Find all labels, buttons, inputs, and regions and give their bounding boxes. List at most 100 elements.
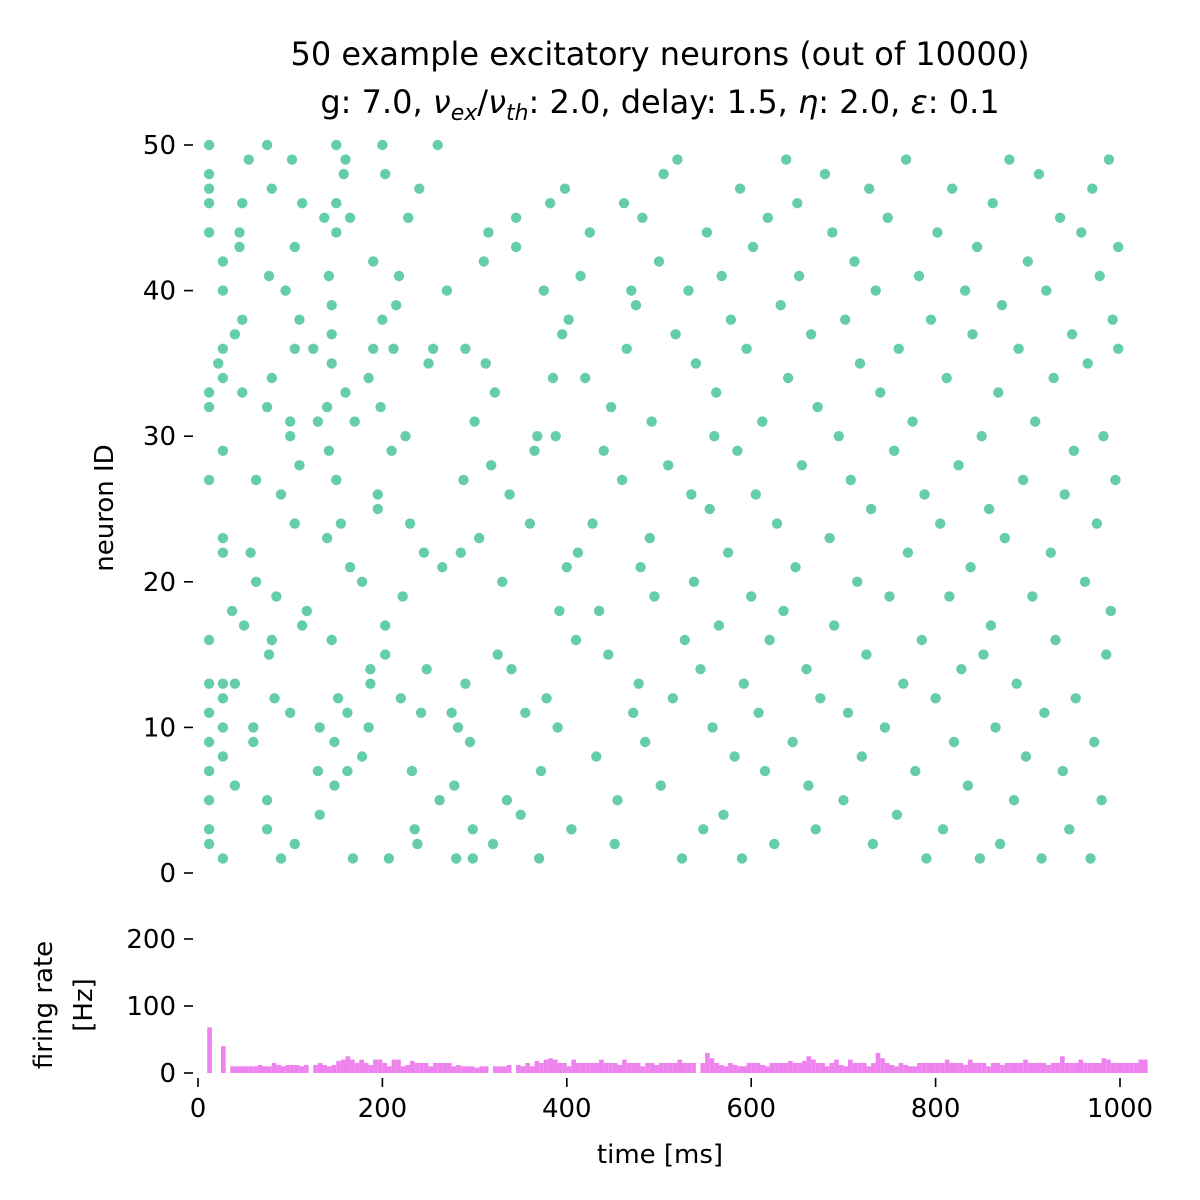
rate-bar (843, 1066, 849, 1073)
raster-y-tick-label: 0 (159, 859, 176, 889)
rate-bar (594, 1062, 600, 1073)
spike-point (729, 751, 740, 762)
rate-bar (299, 1066, 305, 1073)
spike-point (380, 168, 391, 180)
spike-point (563, 314, 574, 325)
spike-point (655, 780, 666, 791)
rate-bar (483, 1066, 489, 1073)
rate-bar (331, 1064, 337, 1073)
rate-bar (599, 1059, 604, 1073)
spike-point (861, 649, 872, 660)
rate-bar (792, 1062, 798, 1073)
spike-point (867, 838, 879, 850)
rate-bar (340, 1059, 346, 1073)
rate-bar (1124, 1062, 1130, 1073)
rate-bar (866, 1066, 872, 1073)
spike-point (987, 198, 998, 209)
spike-point (1085, 853, 1096, 864)
spike-point (750, 489, 761, 500)
spike-point (580, 372, 591, 384)
spike-point (1004, 154, 1015, 165)
spike-point (203, 401, 215, 413)
raster-y-tick-label: 40 (143, 277, 176, 307)
spike-point (635, 562, 646, 573)
spike-point (458, 474, 469, 486)
spike-point (263, 270, 275, 282)
rate-bar (423, 1062, 429, 1073)
rate-bar (889, 1064, 895, 1073)
spike-point (269, 693, 280, 704)
spike-point (340, 154, 351, 165)
spike-point (1059, 489, 1070, 500)
rate-bar (516, 1064, 521, 1073)
rate-bar (1106, 1059, 1111, 1073)
spike-point (497, 576, 508, 587)
spike-point (734, 183, 746, 194)
spike-point (414, 183, 425, 194)
rate-bar (557, 1062, 563, 1073)
spike-point (238, 620, 250, 631)
spike-point (217, 547, 229, 558)
spike-point (217, 532, 229, 544)
spike-point (275, 489, 287, 500)
rate-bar (1027, 1062, 1033, 1073)
spike-point (331, 139, 342, 151)
rate-bar (1133, 1062, 1139, 1073)
spike-point (999, 532, 1010, 544)
spike-point (1033, 168, 1045, 180)
spike-point (893, 343, 904, 354)
rate-bar (1023, 1059, 1028, 1073)
spike-point (932, 227, 943, 238)
spike-point (805, 329, 817, 340)
spike-point (203, 795, 215, 806)
spike-point (790, 562, 801, 573)
rate-bar (958, 1062, 964, 1073)
spike-point (676, 853, 688, 864)
spike-point (245, 547, 256, 558)
spike-point (572, 547, 584, 558)
spike-point (342, 765, 353, 777)
spike-point (1068, 445, 1080, 456)
rate-bar (659, 1062, 664, 1073)
spike-point (919, 489, 930, 500)
spike-point (541, 693, 552, 704)
spike-point (203, 707, 215, 718)
spike-point (217, 722, 229, 733)
spike-point (637, 212, 648, 223)
rate-bar (640, 1066, 646, 1073)
spike-point (535, 765, 547, 777)
rate-bar (1096, 1062, 1102, 1073)
rate-bar (280, 1066, 286, 1073)
spike-point (787, 736, 798, 748)
rate-bar (562, 1062, 567, 1073)
rate-bar (774, 1062, 779, 1073)
spike-point (921, 853, 932, 864)
spike-point (326, 634, 337, 646)
spike-point (778, 605, 789, 617)
rate-bar (262, 1066, 268, 1073)
spike-point (1048, 372, 1059, 384)
rate-bar (765, 1066, 770, 1073)
spike-point (380, 620, 391, 631)
rate-bar (986, 1066, 991, 1073)
chart-title: 50 example excitatory neurons (out of 10… (290, 35, 1029, 73)
spike-point (1050, 634, 1061, 646)
rate-bar (589, 1062, 595, 1073)
spike-point (1113, 241, 1124, 253)
spike-point (738, 678, 749, 689)
spike-point (289, 343, 300, 354)
spike-point (533, 853, 545, 864)
rate-bar (359, 1059, 364, 1073)
spike-point (203, 139, 215, 151)
rate-x-tick-label: 200 (358, 1094, 408, 1124)
spike-point (275, 853, 287, 864)
spike-point (331, 474, 342, 486)
spike-point (935, 518, 946, 529)
rate-bar (396, 1059, 401, 1073)
spike-point (312, 416, 324, 427)
spike-point (561, 562, 572, 573)
rate-bar (377, 1059, 383, 1073)
rate-bar (304, 1064, 309, 1073)
spike-point (372, 503, 383, 515)
